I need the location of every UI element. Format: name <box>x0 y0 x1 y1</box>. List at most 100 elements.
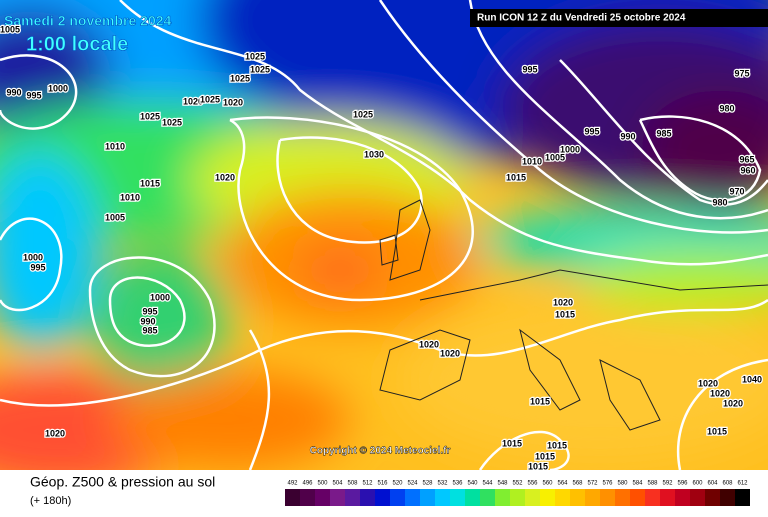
colorbar-label: 576 <box>602 481 613 487</box>
colorbar-swatch <box>465 489 480 506</box>
colorbar: 492 496 500 504 508 512 516 520 524 528 532 536 540 5… <box>285 481 750 506</box>
colorbar-label: 500 <box>317 481 328 487</box>
colorbar-swatch <box>675 489 690 506</box>
colorbar-swatch <box>615 489 630 506</box>
isobar-label: 995 <box>522 64 537 74</box>
isobar-label: 990 <box>620 131 635 141</box>
footer-title: Géop. Z500 & pression au sol <box>30 474 215 490</box>
colorbar-swatch <box>660 489 675 506</box>
isobar-label: 1015 <box>502 438 522 448</box>
colorbar-label: 540 <box>467 481 478 487</box>
colorbar-label: 496 <box>302 481 313 487</box>
colorbar-label: 524 <box>407 481 418 487</box>
isobar-label: 960 <box>740 165 755 175</box>
colorbar-swatch <box>300 489 315 506</box>
isobar-label: 1025 <box>230 73 250 83</box>
isobar-label: 1020 <box>698 378 718 388</box>
isobar-label: 1015 <box>506 172 526 182</box>
colorbar-swatch <box>525 489 540 506</box>
colorbar-label: 600 <box>692 481 703 487</box>
isobar-label: 1000 <box>23 252 43 262</box>
isobar-label: 1005 <box>105 212 125 222</box>
colorbar-label: 572 <box>587 481 598 487</box>
isobar-label: 1015 <box>547 440 567 450</box>
isobar-label: 1005 <box>545 152 565 162</box>
colorbar-swatch <box>345 489 360 506</box>
isobar-label: 1020 <box>723 398 743 408</box>
isobar-label: 1005 <box>0 24 20 34</box>
isobar-label: 1025 <box>250 64 270 74</box>
colorbar-label: 612 <box>737 481 748 487</box>
colorbar-swatch <box>360 489 375 506</box>
isobar-label: 1020 <box>553 297 573 307</box>
isobar-label: 1010 <box>120 192 140 202</box>
run-info: Run ICON 12 Z du Vendredi 25 octobre 202… <box>477 13 686 24</box>
isobar-label: 1000 <box>560 144 580 154</box>
colorbar-swatch <box>315 489 330 506</box>
colorbar-label: 596 <box>677 481 688 487</box>
colorbar-label: 548 <box>497 481 508 487</box>
isobar-label: 1015 <box>530 396 550 406</box>
colorbar-label: 552 <box>512 481 523 487</box>
colorbar-swatch <box>555 489 570 506</box>
isobar-label: 995 <box>26 90 41 100</box>
isobar-label: 1020 <box>440 348 460 358</box>
height-field <box>0 0 768 470</box>
colorbar-swatch <box>510 489 525 506</box>
isobar-label: 975 <box>734 68 749 78</box>
colorbar-swatch <box>450 489 465 506</box>
isobar-label: 995 <box>30 262 45 272</box>
isobar-label: 1025 <box>353 109 373 119</box>
isobar-label: 1000 <box>48 83 68 93</box>
colorbar-label: 508 <box>347 481 358 487</box>
colorbar-swatch <box>405 489 420 506</box>
isobar-label: 995 <box>584 126 599 136</box>
isobar-label: 1015 <box>528 461 548 471</box>
isobar-label: 1025 <box>245 51 265 61</box>
colorbar-label: 492 <box>287 481 298 487</box>
colorbar-swatch <box>690 489 705 506</box>
isobar-label: 1020 <box>710 388 730 398</box>
colorbar-label: 532 <box>437 481 448 487</box>
colorbar-label: 580 <box>617 481 628 487</box>
isobar-label: 1030 <box>364 149 384 159</box>
colorbar-swatch <box>585 489 600 506</box>
isobar-label: 1020 <box>223 97 243 107</box>
isobar-label: 1010 <box>522 156 542 166</box>
colorbar-swatch <box>495 489 510 506</box>
colorbar-swatch <box>570 489 585 506</box>
colorbar-label: 592 <box>662 481 673 487</box>
colorbar-swatch <box>420 489 435 506</box>
colorbar-swatch <box>735 489 750 506</box>
colorbar-label: 516 <box>377 481 388 487</box>
copyright: Copyright © 2024 Meteociel.fr <box>310 446 451 457</box>
isobar-label: 990 <box>140 316 155 326</box>
colorbar-label: 512 <box>362 481 373 487</box>
date: Samedi 2 novembre 2024 <box>4 13 172 29</box>
colorbar-label: 536 <box>452 481 463 487</box>
isobar-label: 970 <box>729 186 744 196</box>
colorbar-swatch <box>435 489 450 506</box>
isobar-label: 1015 <box>140 178 160 188</box>
colorbar-swatch <box>645 489 660 506</box>
colorbar-swatch <box>705 489 720 506</box>
colorbar-label: 528 <box>422 481 433 487</box>
colorbar-label: 564 <box>557 481 568 487</box>
colorbar-swatch <box>630 489 645 506</box>
colorbar-swatch <box>540 489 555 506</box>
isobar-label: 1025 <box>140 111 160 121</box>
colorbar-swatch <box>720 489 735 506</box>
colorbar-label: 556 <box>527 481 538 487</box>
isobar-label: 980 <box>712 197 727 207</box>
colorbar-label: 608 <box>722 481 733 487</box>
isobar-label: 980 <box>719 103 734 113</box>
colorbar-swatch <box>390 489 405 506</box>
run-box <box>470 9 768 27</box>
colorbar-label: 520 <box>392 481 403 487</box>
isobar-label: 985 <box>142 325 157 335</box>
colorbar-label: 568 <box>572 481 583 487</box>
isobar-label: 995 <box>142 306 157 316</box>
colorbar-label: 604 <box>707 481 718 487</box>
